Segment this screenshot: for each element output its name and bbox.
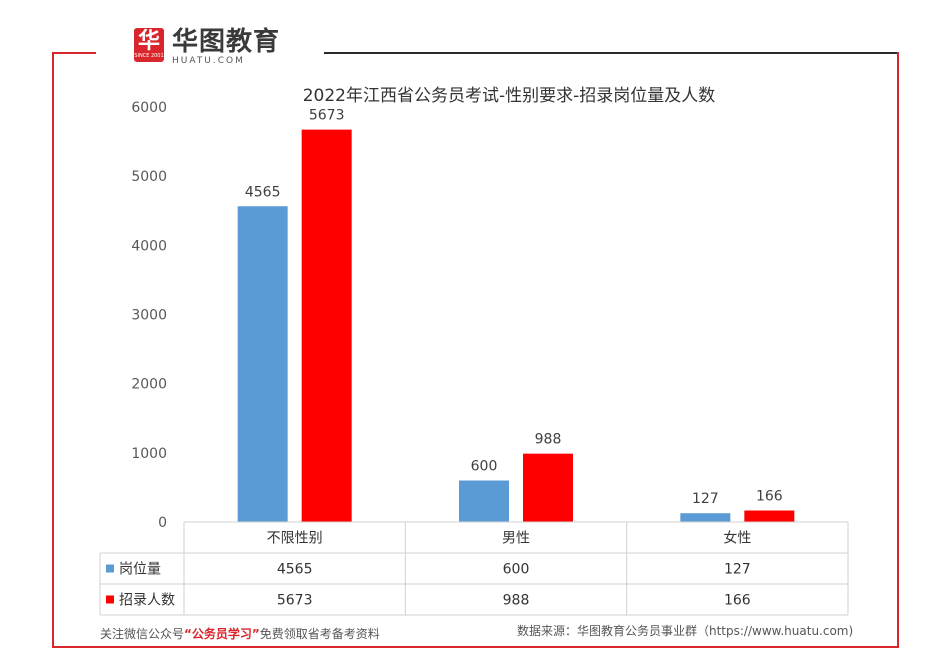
footer-left-suffix: 免费领取省考备考资料 <box>259 627 380 641</box>
y-tick-label-3: 3000 <box>131 308 167 324</box>
frame-right-line <box>897 52 899 648</box>
frame-bottom-line <box>52 646 899 648</box>
table-cell-1-2: 166 <box>724 593 751 609</box>
bar-value-label-0-0: 4565 <box>245 184 281 200</box>
table-cell-1-1: 988 <box>503 593 530 609</box>
huatu-logo-icon: 华 SINCE 2001 <box>134 28 164 62</box>
bar-1-1 <box>523 453 573 522</box>
table-cell-0-1: 600 <box>503 562 530 578</box>
bar-value-label-0-1: 5673 <box>309 108 345 124</box>
bar-value-label-1-1: 988 <box>535 432 562 448</box>
footer-left-prefix: 关注微信公众号 <box>100 627 185 641</box>
bar-2-0 <box>680 513 731 522</box>
footer-data-source: 数据来源：华图教育公务员事业群（https://www.huatu.com) <box>517 624 854 638</box>
category-label-0: 不限性别 <box>267 531 323 547</box>
y-tick-label-5: 5000 <box>131 169 167 185</box>
category-label-1: 男性 <box>502 531 530 547</box>
bar-value-label-1-0: 600 <box>471 459 498 475</box>
y-tick-label-2: 2000 <box>131 377 167 393</box>
frame-top-red-line <box>52 52 96 54</box>
y-tick-label-6: 6000 <box>131 100 167 116</box>
frame-top-dark-line <box>324 52 899 54</box>
chart-title: 2022年江西省公务员考试-性别要求-招录岗位量及人数 <box>303 86 716 106</box>
bar-value-label-2-1: 166 <box>756 489 783 505</box>
bar-2-1 <box>744 510 795 522</box>
bar-value-label-2-0: 127 <box>692 491 719 507</box>
footer-left-highlight: “公务员学习” <box>184 627 260 641</box>
bar-1-0 <box>459 480 509 522</box>
brand-logo: 华 SINCE 2001 华图教育 HUATU.COM <box>134 28 280 68</box>
table-cell-1-0: 5673 <box>277 593 313 609</box>
logo-glyph: 华 <box>137 29 160 54</box>
bar-0-0 <box>237 206 288 523</box>
y-tick-label-0: 0 <box>158 515 167 531</box>
table-cell-0-0: 4565 <box>277 562 313 578</box>
footer-wechat-note: 关注微信公众号“公务员学习”免费领取省考备考资料 <box>100 625 380 642</box>
category-label-2: 女性 <box>723 530 751 547</box>
y-tick-label-4: 4000 <box>131 238 167 254</box>
logo-since: SINCE 2001 <box>134 53 164 59</box>
brand-name-en: HUATU.COM <box>172 56 245 66</box>
frame-left-line <box>52 52 54 648</box>
table-cell-0-2: 127 <box>724 562 751 578</box>
legend-label-0: 岗位量 <box>119 562 161 578</box>
legend-key-0 <box>106 564 114 573</box>
legend-key-1 <box>106 595 114 604</box>
legend-label-1: 招录人数 <box>119 593 175 609</box>
brand-name-cn: 华图教育 <box>172 27 281 57</box>
bar-0-1 <box>301 129 352 522</box>
y-tick-label-1: 1000 <box>131 446 167 462</box>
